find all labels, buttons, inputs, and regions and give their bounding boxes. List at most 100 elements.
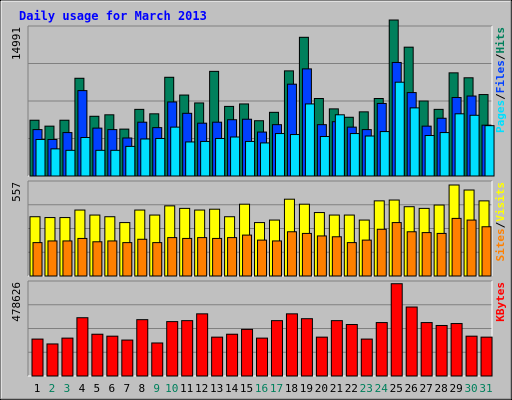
bar-sites-day-22 <box>346 242 357 277</box>
x-tick-label-day-18: 18 <box>285 382 298 395</box>
bar-kbytes-day-2 <box>46 343 59 377</box>
bar-kbytes-day-29 <box>450 323 463 377</box>
bar-pages-day-23 <box>364 135 375 177</box>
bar-kbytes-day-12 <box>196 313 209 377</box>
bar-pages-day-4 <box>80 136 91 177</box>
x-tick-label-day-31: 31 <box>479 382 492 395</box>
bar-pages-day-5 <box>95 149 106 177</box>
bar-kbytes-day-23 <box>360 338 373 377</box>
bar-pages-day-8 <box>140 138 151 177</box>
bar-sites-day-12 <box>197 237 208 277</box>
x-tick-label-day-19: 19 <box>300 382 313 395</box>
bar-kbytes-day-22 <box>345 324 358 377</box>
x-tick-label-day-15: 15 <box>240 382 253 395</box>
bar-sites-day-19 <box>301 232 312 277</box>
x-tick-label-day-27: 27 <box>420 382 433 395</box>
legend-top-item-0: Pages <box>494 100 507 133</box>
bar-sites-day-10 <box>167 237 178 277</box>
bar-pages-day-6 <box>110 149 121 177</box>
bar-pages-day-24 <box>379 131 390 177</box>
bar-pages-day-12 <box>200 140 211 177</box>
bar-pages-day-26 <box>409 107 420 177</box>
bar-kbytes-day-20 <box>315 336 328 377</box>
bar-pages-day-27 <box>424 135 435 177</box>
bar-kbytes-day-16 <box>256 337 269 377</box>
legend-top: Pages/Files/Hits <box>494 27 507 133</box>
x-tick-label-day-3: 3 <box>64 382 71 395</box>
series-sites <box>32 217 492 277</box>
bar-pages-day-2 <box>50 148 61 177</box>
bar-sites-day-16 <box>257 239 268 277</box>
x-tick-label-day-12: 12 <box>195 382 208 395</box>
bar-kbytes-day-7 <box>121 339 134 377</box>
legend-top-item-3: / <box>494 53 507 60</box>
panel-max-label-kbytes: 478626 <box>10 282 23 322</box>
bar-sites-day-1 <box>32 242 43 277</box>
bar-sites-day-3 <box>62 240 73 277</box>
bar-kbytes-day-24 <box>375 322 388 377</box>
bar-kbytes-day-19 <box>300 318 313 377</box>
legend-middle: Sites/Visits <box>494 182 507 262</box>
x-tick-label-day-29: 29 <box>449 382 462 395</box>
legend-middle-item-2: Visits <box>494 182 507 222</box>
bar-kbytes-day-15 <box>241 328 254 377</box>
bar-sites-day-13 <box>212 237 223 277</box>
panel-kbytes <box>27 280 493 377</box>
x-tick-label-day-16: 16 <box>255 382 268 395</box>
bar-sites-day-26 <box>406 231 417 277</box>
bar-kbytes-day-18 <box>285 313 298 377</box>
x-tick-label-day-11: 11 <box>180 382 193 395</box>
legend-bottom: KBytes <box>494 282 507 322</box>
panel-visits-sites <box>27 180 493 277</box>
bar-kbytes-day-3 <box>61 337 74 377</box>
bar-sites-day-23 <box>361 239 372 277</box>
x-tick-label-day-13: 13 <box>210 382 223 395</box>
bar-pages-day-21 <box>334 114 345 177</box>
x-tick-label-day-23: 23 <box>360 382 373 395</box>
bar-pages-day-3 <box>65 149 76 177</box>
x-tick-label-day-4: 4 <box>79 382 86 395</box>
x-tick-label-day-8: 8 <box>138 382 145 395</box>
series-kbytes <box>31 283 493 377</box>
panel-max-labels: 14991 557 478626 <box>10 27 23 322</box>
series-pages <box>35 81 495 177</box>
bar-kbytes-day-5 <box>91 333 104 377</box>
bar-pages-day-31 <box>484 125 495 177</box>
bar-pages-day-15 <box>245 140 256 177</box>
bar-kbytes-day-31 <box>480 336 493 377</box>
bar-pages-day-10 <box>170 126 181 177</box>
bar-kbytes-day-28 <box>435 324 448 377</box>
bar-sites-day-29 <box>451 217 462 277</box>
bar-kbytes-day-14 <box>226 333 239 377</box>
bar-sites-day-17 <box>271 240 282 277</box>
bar-sites-day-8 <box>137 238 148 277</box>
bar-pages-day-14 <box>230 136 241 177</box>
bar-kbytes-day-8 <box>136 319 149 377</box>
bar-sites-day-5 <box>92 241 103 277</box>
bar-pages-day-17 <box>274 133 285 177</box>
bar-kbytes-day-17 <box>270 320 283 377</box>
x-axis-labels: 1 2 3 4 5 6 7 8 9 10 11 12 13 14 15 16 17 18 19 20 21 22 23 24 2… <box>34 382 493 395</box>
x-tick-label-day-6: 6 <box>109 382 116 395</box>
x-tick-label-day-22: 22 <box>345 382 358 395</box>
bar-pages-day-28 <box>439 132 450 177</box>
panel-max-label-hits-files-pages: 14991 <box>10 27 23 60</box>
bar-sites-day-21 <box>331 236 342 277</box>
x-tick-label-day-2: 2 <box>49 382 56 395</box>
bar-pages-day-16 <box>260 142 271 177</box>
bar-sites-day-18 <box>286 231 297 277</box>
bar-pages-day-19 <box>304 103 315 177</box>
x-tick-label-day-10: 10 <box>165 382 178 395</box>
x-tick-label-day-20: 20 <box>315 382 328 395</box>
bar-sites-day-24 <box>376 228 387 277</box>
bar-kbytes-day-4 <box>76 317 89 377</box>
bar-kbytes-day-11 <box>181 320 194 377</box>
bar-sites-day-20 <box>316 235 327 277</box>
bar-sites-day-28 <box>436 232 447 277</box>
bar-kbytes-day-21 <box>330 320 343 377</box>
bar-sites-day-31 <box>481 226 492 277</box>
legend-top-item-4: Hits <box>494 27 507 54</box>
bar-sites-day-6 <box>107 240 118 277</box>
x-tick-label-day-14: 14 <box>225 382 239 395</box>
